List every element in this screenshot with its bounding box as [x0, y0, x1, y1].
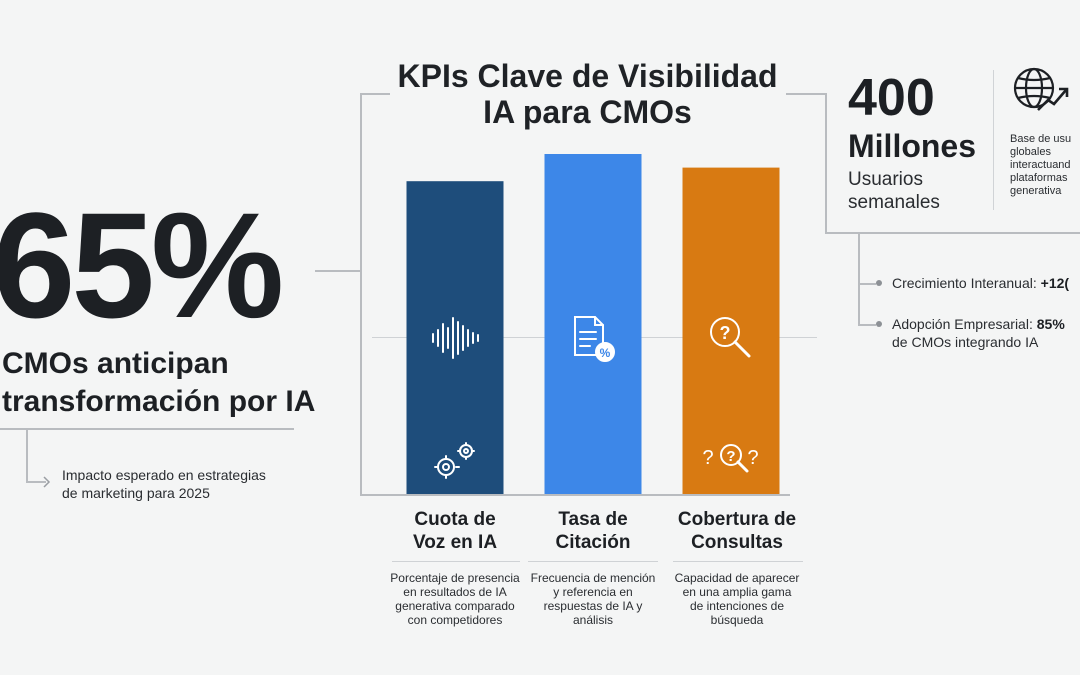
bar-desc-line: en resultados de IA [403, 585, 507, 599]
bar-desc-line: búsqueda [710, 613, 764, 627]
chart-baseline [360, 494, 790, 496]
title-bracket-left [360, 93, 362, 495]
desc-divider [673, 561, 803, 562]
bar-label-line: Cobertura de [677, 509, 797, 530]
impact-note-line1: Impacto esperado en estrategias [62, 467, 266, 483]
users-desc-line: interactuand [1010, 159, 1071, 171]
bar-label-line: Tasa de [558, 509, 628, 530]
users-desc-line: generativa [1010, 185, 1062, 197]
bullet-dot [876, 321, 882, 327]
impact-connector-horizontal [26, 481, 46, 483]
bar [406, 181, 504, 494]
bullet-adoption-text: Adopción Empresarial: [892, 316, 1037, 332]
bullet-growth-text: Crecimiento Interanual: [892, 275, 1041, 291]
title-bracket-top [360, 93, 390, 95]
svg-text:?: ? [726, 448, 735, 465]
bar-label: Cobertura de Consultas [662, 508, 812, 554]
bar-description: Porcentaje de presencia en resultados de… [380, 571, 530, 627]
bar-desc-line: Porcentaje de presencia [390, 571, 520, 585]
bar-desc-line: Frecuencia de mención [530, 571, 656, 585]
bar-desc-line: respuestas de IA y [543, 599, 643, 613]
svg-text:%: % [600, 346, 611, 360]
bullet-tree-vertical [858, 232, 860, 325]
users-label: Usuarios semanales [848, 168, 988, 214]
bullet-dot [876, 280, 882, 286]
svg-text:?: ? [720, 323, 731, 343]
bar-label-line: Citación [555, 532, 631, 553]
bar-label: Cuota de Voz en IA [380, 508, 530, 554]
bar-label: Tasa de Citación [518, 508, 668, 554]
svg-text:?: ? [702, 447, 713, 469]
bar-desc-line: Capacidad de aparecer [674, 571, 800, 585]
svg-text:?: ? [747, 447, 758, 469]
bar-desc-line: análisis [572, 613, 614, 627]
bar [682, 167, 780, 494]
bullet-adoption: Adopción Empresarial: 85% de CMOs integr… [892, 315, 1065, 351]
cmo-label-line2: transformación por IA [2, 385, 316, 418]
users-description: Base de usu globales interactuand plataf… [1010, 133, 1080, 198]
bullet-adoption-line2: de CMOs integrando IA [892, 334, 1039, 350]
page-title-line1: KPIs Clave de Visibilidad [397, 58, 778, 94]
bar-desc-line: con competidores [407, 613, 503, 627]
users-unit: Millones [848, 128, 977, 164]
desc-divider [392, 561, 520, 562]
cmo-label: CMOs anticipan transformación por IA [2, 345, 322, 421]
users-label-line1: Usuarios [848, 169, 923, 190]
bar-desc-line: y referencia en [553, 585, 633, 599]
gears-icon [434, 442, 475, 479]
bar-label-line: Voz en IA [412, 532, 498, 553]
stat-box-bottom [825, 232, 1080, 234]
bullet-growth-value: +12( [1040, 275, 1070, 291]
bullet-tree-branch-2 [858, 324, 876, 326]
users-label-line2: semanales [848, 192, 940, 213]
users-desc-line: globales [1010, 146, 1051, 158]
bar-desc-line: en una amplia gama [682, 585, 792, 599]
document-percent-icon: % [574, 316, 615, 362]
desc-divider [528, 561, 658, 562]
question-search-icon: ? ? ? [702, 444, 759, 473]
bar-desc-line: generativa comparado [395, 599, 515, 613]
cmo-label-line1: CMOs anticipan [2, 347, 229, 380]
impact-connector-vertical [26, 429, 28, 482]
stat-box-divider [993, 70, 994, 210]
magnifier-question-icon: ? [710, 317, 751, 358]
impact-note-line2: de marketing para 2025 [62, 485, 210, 501]
left-divider [0, 428, 294, 430]
bar-label-line: Consultas [691, 532, 783, 553]
users-desc-line: plataformas [1010, 172, 1068, 184]
globe-growth-icon [1013, 67, 1069, 111]
bar [544, 154, 642, 494]
left-connector [315, 270, 361, 272]
title-bracket-right [825, 93, 827, 233]
cmo-percentage: 65% [0, 181, 284, 349]
impact-arrow-icon [43, 476, 51, 488]
users-desc-line: Base de usu [1010, 133, 1072, 145]
bar-label-line: Cuota de [414, 509, 496, 530]
title-bracket-right-top [786, 93, 826, 95]
bar-desc-line: de intenciones de [689, 599, 785, 613]
sound-wave-icon [432, 317, 479, 359]
impact-note: Impacto esperado en estrategias de marke… [62, 466, 312, 502]
users-number: 400 [848, 69, 935, 127]
bar-description: Frecuencia de mención y referencia en re… [518, 571, 668, 627]
page-title-line2: IA para CMOs [483, 94, 692, 130]
page-title: KPIs Clave de Visibilidad IA para CMOs [365, 58, 810, 130]
bullet-growth: Crecimiento Interanual: +12( [892, 274, 1069, 292]
bullet-tree-branch-1 [858, 283, 876, 285]
bullet-adoption-value: 85% [1036, 316, 1065, 332]
bar-description: Capacidad de aparecer en una amplia gama… [662, 571, 812, 627]
